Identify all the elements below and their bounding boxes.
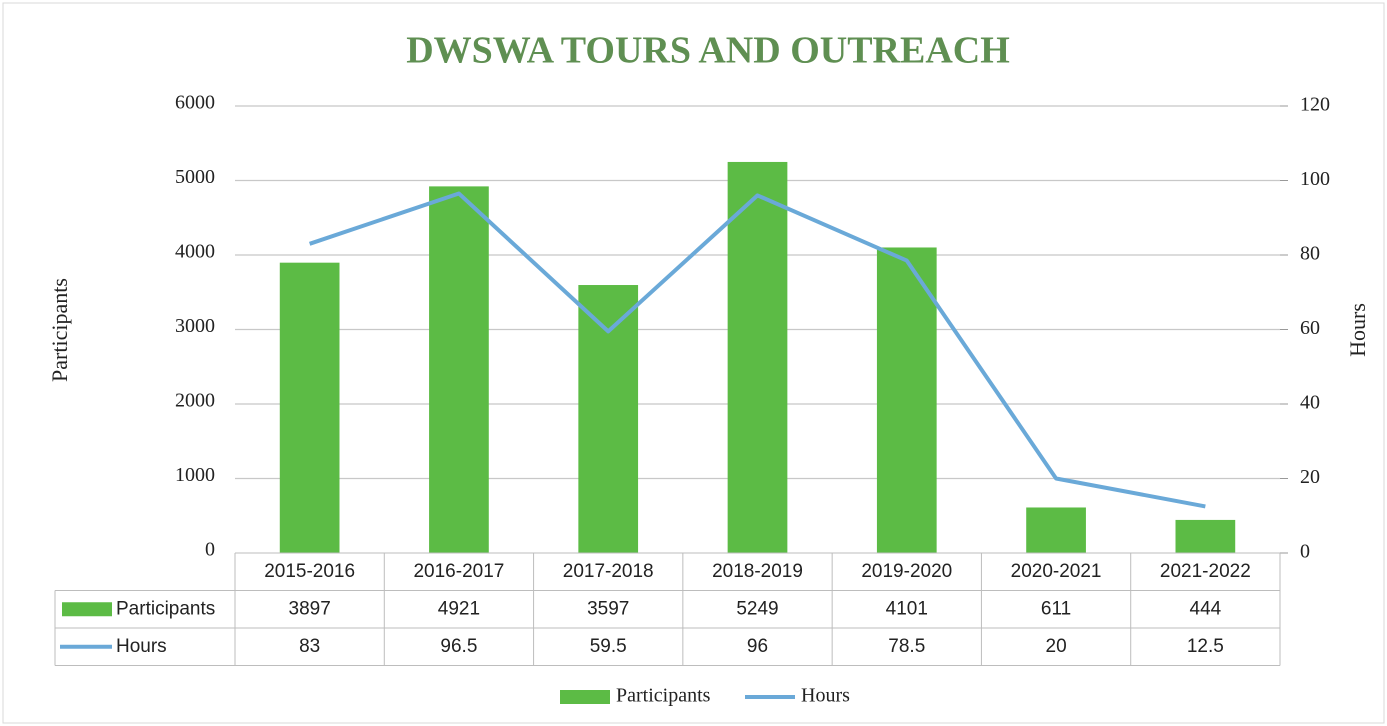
line [309,191,1206,509]
x-tick-label: 2021-2022 [1160,561,1251,582]
table-row-header: Hours [116,636,167,657]
x-tick-label: 2017-2018 [563,561,654,582]
legend-label: Hours [801,685,850,707]
y-tick-label: 4000 [175,241,215,263]
legend-label: Participants [616,685,711,707]
legend-key [560,690,610,704]
y2-tick-label: 60 [1300,317,1320,339]
table-cell: 4921 [438,598,480,619]
y2-tick-label: 100 [1300,168,1330,190]
y-tick-label: 2000 [175,390,215,412]
y-tick-label: 3000 [175,315,215,337]
table-cell: 96.5 [440,636,477,657]
x-tick-label: 2018-2019 [712,561,803,582]
y-tick-label: 0 [205,539,215,561]
table-cell: 12.5 [1187,636,1224,657]
y2-axis-label: Hours [1345,303,1370,357]
y2-tick-label: 120 [1300,94,1330,116]
y2-tick-label: 40 [1300,392,1320,414]
bar [279,262,340,553]
x-tick-label: 2020-2021 [1011,561,1102,582]
y-tick-label: 1000 [175,464,215,486]
bar [727,161,788,553]
bar [429,186,489,553]
x-tick-label: 2019-2020 [861,561,952,582]
x-tick-label: 2015-2016 [264,561,355,582]
table-cell: 5249 [736,598,778,619]
table-cell: 444 [1190,598,1222,619]
table-cell: 59.5 [590,636,627,657]
table-cell: 83 [299,636,320,657]
bar [578,285,639,553]
table-cell: 78.5 [888,636,925,657]
table-cell: 4101 [886,598,928,619]
table-cell: 611 [1041,598,1071,619]
chart-title: DWSWA TOURS AND OUTREACH [406,30,1010,72]
table-cell: 3597 [587,598,629,619]
y-tick-label: 5000 [175,166,215,188]
y2-tick-label: 80 [1300,243,1320,265]
y2-tick-label: 20 [1300,466,1320,488]
table-cell: 3897 [289,598,331,619]
x-tick-label: 2016-2017 [413,561,504,582]
y-tick-label: 6000 [175,92,215,114]
y2-tick-label: 0 [1300,541,1310,563]
table-cell: 96 [747,636,768,657]
bar [1175,519,1236,553]
table-cell: 20 [1046,636,1067,657]
table-legend-key [62,602,112,617]
y-axis-label: Participants [47,278,72,382]
table-row-header: Participants [116,598,215,619]
bar [876,247,937,553]
bar [1026,507,1086,553]
